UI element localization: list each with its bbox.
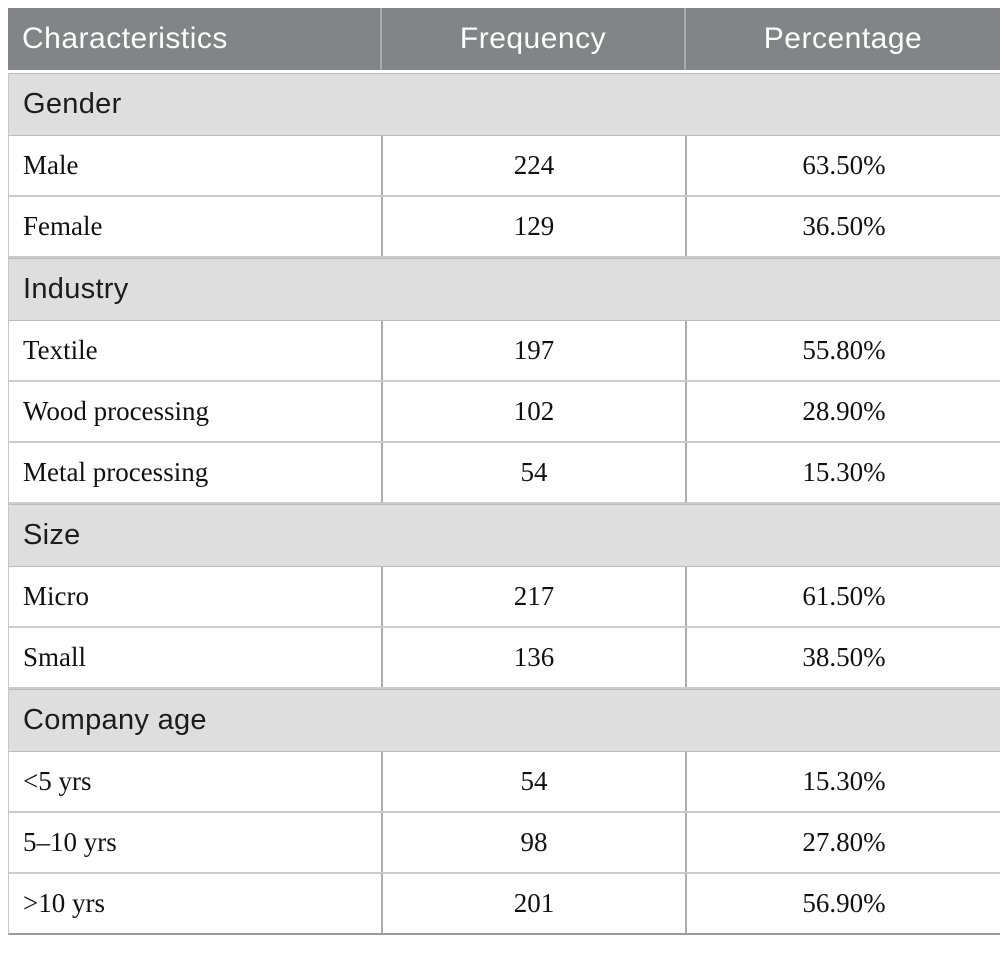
table-row: Micro 217 61.50% [9, 567, 1000, 628]
section-label: Size [23, 519, 81, 551]
table-body: Gender Male 224 63.50% Female 129 36.50% Indust… [8, 73, 1000, 935]
cell-percentage: 55.80% [685, 321, 1001, 380]
cell-frequency: 201 [381, 874, 685, 933]
cell-frequency: 224 [381, 136, 685, 195]
cell-label: Wood processing [23, 396, 210, 426]
cell-percentage: 63.50% [685, 136, 1001, 195]
table-row: Textile 197 55.80% [9, 321, 1000, 382]
column-header-percentage: Percentage [684, 8, 1000, 70]
table-row: Wood processing 102 28.90% [9, 382, 1000, 443]
cell-label: >10 yrs [23, 888, 105, 918]
table-row: Metal processing 54 15.30% [9, 443, 1000, 504]
table-row: 5–10 yrs 98 27.80% [9, 813, 1000, 874]
cell-percentage: 15.30% [685, 752, 1001, 811]
characteristics-table: Characteristics Frequency Percentage Gen… [8, 8, 1000, 935]
cell-percentage: 36.50% [685, 197, 1001, 256]
table-row: Male 224 63.50% [9, 136, 1000, 197]
cell-percentage: 15.30% [685, 443, 1001, 502]
cell-percentage: 61.50% [685, 567, 1001, 626]
section-label: Industry [23, 273, 129, 305]
cell-frequency: 197 [381, 321, 685, 380]
section-row: Gender [9, 73, 1000, 136]
cell-label: Micro [23, 581, 89, 611]
cell-frequency: 54 [381, 752, 685, 811]
table-row: Small 136 38.50% [9, 628, 1000, 689]
cell-label: Female [23, 211, 103, 241]
cell-frequency: 54 [381, 443, 685, 502]
cell-percentage: 28.90% [685, 382, 1001, 441]
cell-label: Male [23, 150, 79, 180]
cell-label: Textile [23, 335, 98, 365]
cell-label: Small [23, 642, 87, 672]
table-row: <5 yrs 54 15.30% [9, 752, 1000, 813]
cell-frequency: 136 [381, 628, 685, 687]
section-label: Gender [23, 88, 122, 120]
cell-label: 5–10 yrs [23, 827, 117, 857]
section-label: Company age [23, 704, 207, 736]
cell-frequency: 129 [381, 197, 685, 256]
table-row: Female 129 36.50% [9, 197, 1000, 258]
cell-frequency: 102 [381, 382, 685, 441]
table-row: >10 yrs 201 56.90% [9, 874, 1000, 933]
cell-label: <5 yrs [23, 766, 92, 796]
table-header-row: Characteristics Frequency Percentage [8, 8, 1000, 73]
cell-label: Metal processing [23, 457, 209, 487]
column-header-characteristics: Characteristics [22, 22, 228, 55]
section-row: Industry [9, 258, 1000, 321]
cell-percentage: 56.90% [685, 874, 1001, 933]
cell-frequency: 217 [381, 567, 685, 626]
cell-percentage: 38.50% [685, 628, 1001, 687]
column-header-frequency: Frequency [380, 8, 684, 70]
cell-percentage: 27.80% [685, 813, 1001, 872]
section-row: Company age [9, 689, 1000, 752]
section-row: Size [9, 504, 1000, 567]
cell-frequency: 98 [381, 813, 685, 872]
